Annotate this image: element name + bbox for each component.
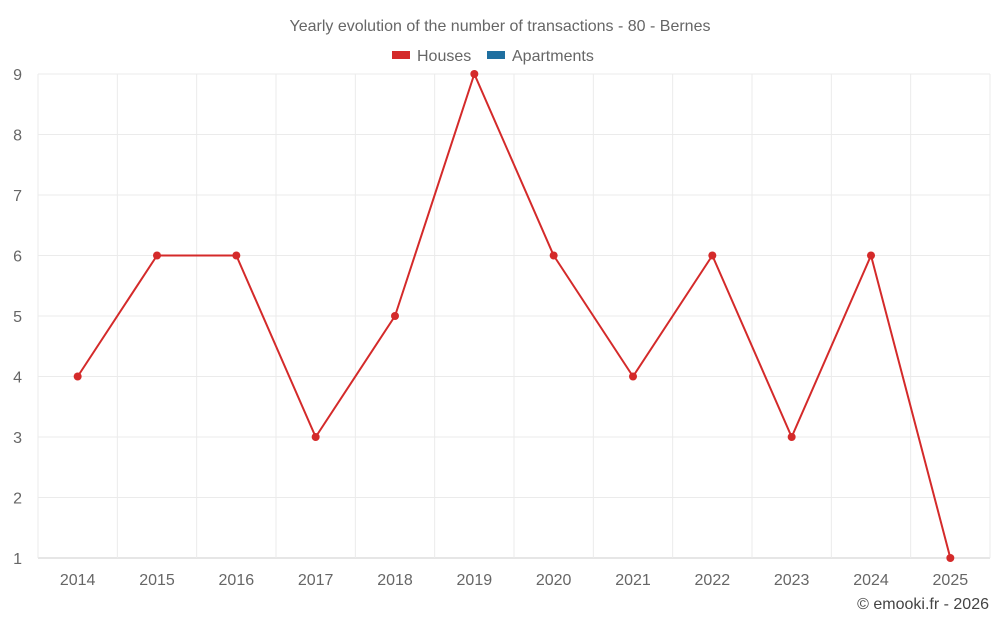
y-tick-label-3: 3: [13, 430, 22, 447]
x-axis-tick-labels: 2014 2015 2016 2017 2018 2019 2020 2021 2022 2023…: [60, 572, 968, 589]
x-tick-label-2024: 2024: [853, 572, 889, 589]
x-tick-label-2022: 2022: [695, 572, 731, 589]
data-point-houses-2017[interactable]: [311, 433, 320, 441]
x-tick-label-2019: 2019: [457, 572, 493, 589]
series-lines: [76, 73, 952, 559]
credit-text: © emooki.fr - 2026: [857, 596, 989, 613]
series-points: [73, 70, 955, 562]
y-tick-label-6: 6: [13, 249, 22, 266]
data-point-houses-2019[interactable]: [470, 70, 479, 78]
data-point-houses-2018[interactable]: [391, 312, 399, 320]
x-tick-label-2023: 2023: [774, 572, 810, 589]
legend-label-houses: Houses: [417, 48, 471, 65]
y-tick-label-5: 5: [13, 309, 22, 326]
legend-item-apartments[interactable]: Apartments: [487, 48, 594, 65]
y-tick-label-8: 8: [13, 128, 22, 145]
legend-swatch-apartments: [487, 51, 505, 59]
legend: Houses Apartments: [392, 48, 594, 65]
y-tick-label-9: 9: [13, 67, 22, 84]
x-tick-label-2015: 2015: [139, 572, 175, 589]
x-tick-label-2018: 2018: [377, 572, 413, 589]
x-tick-label-2025: 2025: [933, 572, 969, 589]
x-tick-label-2020: 2020: [536, 572, 572, 589]
data-point-houses-2024[interactable]: [867, 251, 875, 260]
chart-title: Yearly evolution of the number of transa…: [290, 18, 711, 35]
y-tick-label-2: 2: [13, 491, 22, 508]
data-point-houses-2023[interactable]: [787, 433, 796, 441]
data-point-houses-2021[interactable]: [629, 372, 637, 381]
x-tick-label-2021: 2021: [615, 572, 651, 589]
x-tick-label-2016: 2016: [219, 572, 255, 589]
data-point-houses-2020[interactable]: [549, 251, 558, 260]
data-point-houses-2016[interactable]: [232, 251, 241, 260]
y-tick-label-1: 1: [13, 551, 22, 568]
legend-swatch-houses: [392, 51, 410, 59]
data-point-houses-2025[interactable]: [946, 554, 955, 562]
data-point-houses-2022[interactable]: [708, 251, 717, 260]
y-tick-label-4: 4: [13, 370, 22, 387]
data-point-houses-2015[interactable]: [153, 251, 161, 260]
legend-item-houses[interactable]: Houses: [392, 48, 471, 65]
x-tick-label-2017: 2017: [298, 572, 334, 589]
legend-label-apartments: Apartments: [512, 48, 594, 65]
x-tick-label-2014: 2014: [60, 572, 96, 589]
series-line-houses: [76, 73, 952, 559]
data-point-houses-2014[interactable]: [73, 372, 82, 381]
y-tick-label-7: 7: [13, 188, 22, 205]
y-axis-tick-labels: 1 2 3 4 5 6 7 8 9: [13, 67, 22, 568]
